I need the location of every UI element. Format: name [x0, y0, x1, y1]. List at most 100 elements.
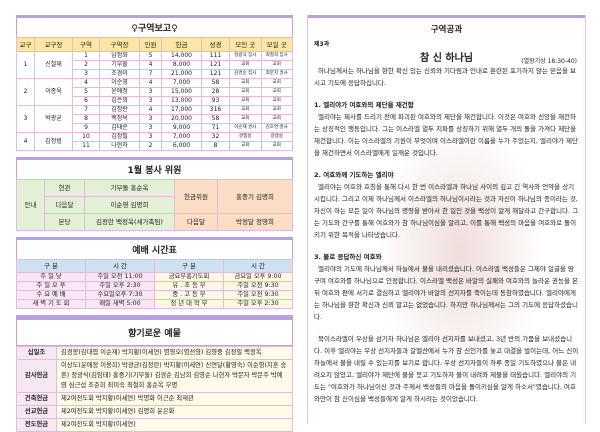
offering-label: 헌금위원 — [174, 179, 218, 214]
table-cell: 4 — [139, 105, 162, 115]
table-cell: 20,000 — [161, 114, 202, 124]
section-bar — [16, 15, 293, 18]
leader-cell: 신철재 — [34, 51, 73, 79]
offerings-title: 향기로운 예물 — [16, 320, 293, 346]
table-cell: 교회 — [260, 96, 293, 106]
table-cell: 교회 — [260, 78, 293, 88]
vol-place: 본당 — [44, 213, 85, 231]
section-bar — [16, 237, 293, 240]
table-cell: 김은희 — [99, 96, 140, 106]
table-cell: 갈렙실 — [260, 132, 293, 142]
table-cell: 2 — [139, 141, 162, 151]
district-report-table: 교구 교구장 구역 구역장 인원 헌금 성경 모인 곳 모일 곳 1 신철재 1 남정화 5 14,000 1… — [16, 37, 293, 151]
table-cell: 8 — [72, 114, 100, 124]
table-row: 건축헌금 제2여전도회 박지황(이세연) 박명화 이근순 최재관 — [16, 392, 293, 406]
table-cell: 3 — [139, 132, 162, 142]
table-cell: 7 — [72, 105, 100, 115]
table-cell: 2 — [72, 60, 100, 70]
offering-type: 십일조 — [16, 346, 57, 360]
offering-names: 김경봉(김대엽 이순재) 박지황(이세연) 염영오(염선영) 김영중 김정필 백… — [56, 346, 293, 360]
offering-names: 이상도(윤애정 이용희) 박광균(김정란) 박지황(이세연) 신연달(황영숙) … — [56, 359, 293, 393]
column-header: 교구 — [16, 37, 35, 52]
section-heading: 3. 불로 응답하신 여호와 — [314, 253, 382, 261]
table-cell: 주일 오후 2:30 — [223, 299, 293, 309]
table-cell: 최철희 집사 — [260, 51, 293, 61]
lesson-subject: 참 신 하나님 — [420, 53, 473, 64]
table-cell: 10 — [72, 132, 100, 142]
table-cell: 매일 새벽 5:00 — [85, 299, 155, 309]
table-cell: 금요일 오후 9:00 — [223, 272, 293, 282]
table-cell: 6,000 — [161, 141, 202, 151]
table-row: 11 나현자 2 6,000 8 교회 교회 — [17, 141, 293, 151]
next-names: 박정달 정영희 — [217, 213, 293, 231]
lesson-section: 2. 여호와께 기도하는 엘리야 엘리야는 여호와 호칭을 통해 다시 한 번 이… — [314, 169, 579, 241]
table-row: 3 박광균 7 김정란 4 17,000 316 교회 교회 — [16, 105, 293, 133]
table-row: 십일조 김경봉(김대엽 이순재) 박지황(이세연) 염영오(염선영) 김영중 김정… — [16, 346, 293, 360]
offering-type: 감사헌금 — [16, 359, 57, 393]
column-header: 교구장 — [34, 37, 73, 52]
table-cell: 21,000 — [161, 69, 202, 79]
volunteers-table: 안내 현관 기부돌 홍순옥 헌금위원 홍중기 김명희 다음달 이순영 김명희 본당 김정… — [16, 179, 293, 231]
table-cell: 4 — [139, 60, 162, 70]
offering-names: 제2여전도회 박지황(이세연) 김명희 윤은화 — [56, 405, 293, 419]
table-cell: 17,000 — [161, 105, 202, 115]
column-header: 시 간 — [223, 259, 293, 273]
table-cell: 교회 — [229, 96, 262, 106]
table-row: 8 백정옥 3 20,000 58 교회 교회 — [17, 114, 293, 124]
table-cell: 최분지 권사 — [260, 69, 293, 79]
column-header: 모일 곳 — [260, 37, 293, 52]
table-cell: 4 — [139, 78, 162, 88]
next-label: 다음달 — [174, 213, 218, 231]
lesson-section: 1. 엘리야가 여호와의 제단을 재건함 엘리야는 제사를 드리기 전에 파괴된 … — [314, 99, 579, 159]
table-cell: 김경순 집사 — [229, 69, 262, 79]
table-cell: 8,000 — [161, 60, 202, 70]
column-header: 모인 곳 — [229, 37, 262, 52]
table-row: 1 신철재 1 남정화 5 14,000 111 정광식 집사 최철희 집사 — [16, 51, 293, 79]
table-row: 3 조경이 7 21,000 121 김경순 집사 최분지 권사 — [17, 69, 293, 79]
offering-type: 선교헌금 — [16, 405, 57, 419]
table-cell: 이순재 권사 — [229, 123, 262, 133]
lesson-closing: 북이스라엘이 우상을 섬기자 하나님은 엘리야 선지자를 보내셨고, 3년 반의… — [314, 335, 579, 403]
vol-names: 김정란 백정옥(세가족팀) — [84, 213, 175, 231]
column-header: 구 분 — [16, 259, 86, 273]
table-cell: 나현자 — [99, 141, 140, 151]
worship-title: 예배 시간표 — [16, 240, 293, 259]
table-row: 수 요 예 배 수요일오후 7:30 중 . 고 등 부 주일 오전 9:30 — [16, 290, 293, 300]
table-cell: 주일 오전 9:30 — [223, 290, 293, 300]
vol-place: 다음달 — [44, 196, 85, 214]
gyogu-cell: 4 — [16, 132, 35, 151]
table-cell: 58 — [201, 114, 230, 124]
table-cell: 28 — [201, 87, 230, 97]
section-body: 엘리야는 제사를 드리기 전에 파괴된 여호와의 제단을 재건합니다. 이것은 … — [314, 113, 578, 157]
district-title-text: 구역보고 — [137, 24, 172, 34]
table-cell: 71 — [201, 123, 230, 133]
leader-cell: 박광균 — [34, 105, 73, 133]
table-cell: 5 — [72, 87, 100, 97]
district-report-title: ♀구역보고♀ — [16, 18, 293, 37]
table-cell: 316 — [201, 105, 230, 115]
table-cell: 교회 — [229, 141, 262, 151]
table-cell: 기부돌 — [99, 60, 140, 70]
lesson-column: 구역공과 제3과 참 신 하나님 (열왕기상 18:30-40) 하나님께서는 … — [307, 15, 586, 424]
gyogu-cell: 1 — [16, 51, 35, 79]
table-cell: 4 — [72, 78, 100, 88]
table-cell: 김정필 — [99, 132, 140, 142]
table-cell: 교회 — [260, 114, 293, 124]
section-body: 엘리야는 여호와 호칭을 통해 다시 한 번 이스라엘과 하나님 사이의 깊고 … — [314, 183, 579, 239]
table-cell: 백정옥 — [99, 114, 140, 124]
table-cell: 주 일 낮 — [16, 272, 86, 282]
table-row: 전도헌금 제2여전도회 박지황(이세연) — [16, 418, 293, 432]
leader-cell: 이종욱 — [34, 78, 73, 106]
table-cell: 주일 오전 11:00 — [85, 272, 155, 282]
table-cell: 정광식 집사 — [229, 51, 262, 61]
table-cell: 금요부흥기도회 — [154, 272, 224, 282]
guide-label: 안내 — [16, 179, 45, 231]
table-cell: 3 — [139, 123, 162, 133]
lesson-intro: 하나님께서는 하나님을 향한 확신 있는 신뢰와 기다림과 인내로 훈련된 포기… — [314, 67, 577, 87]
table-cell: 교회 — [260, 87, 293, 97]
table-row: 감사헌금 이상도(윤애정 이용희) 박광균(김정란) 박지황(이세연) 신연달(황… — [16, 359, 293, 393]
table-cell: 9,000 — [161, 123, 202, 133]
table-cell: 청 년 대 학 부 — [154, 299, 224, 309]
table-row: 2 이종욱 4 이순영 4 7,000 58 교회 교회 — [16, 78, 293, 106]
column-header: 헌금 — [161, 37, 202, 52]
